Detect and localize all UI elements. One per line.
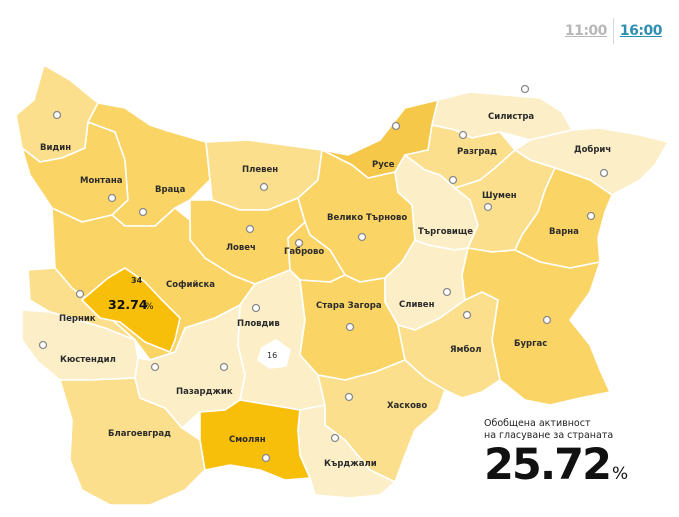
region-vratsa[interactable] (87, 102, 211, 227)
label-sliven: Сливен (399, 300, 435, 310)
label-silistra: Силистра (488, 112, 534, 122)
city-dot-veliko-tarnovo (357, 232, 367, 242)
city-dot-sliven (442, 287, 452, 297)
label-burgas: Бургас (514, 339, 547, 349)
plovdiv-city-label: 16 (267, 351, 277, 360)
label-smolyan: Смолян (229, 435, 266, 445)
city-dot-montana (107, 193, 117, 203)
label-plovdiv: Пловдив (237, 319, 280, 329)
label-montana: Монтана (80, 176, 123, 186)
city-dot-vratsa (138, 207, 148, 217)
city-dots (38, 84, 609, 463)
sofia-city-turnout: 32.74 (108, 297, 148, 312)
label-yambol: Ямбол (450, 344, 482, 355)
label-razgrad: Разград (457, 147, 497, 157)
label-kardzhali: Кърджали (324, 459, 377, 469)
city-dot-smolyan (261, 453, 271, 463)
label-kyustendil: Кюстендил (60, 355, 116, 365)
label-gabrovo: Габрово (284, 246, 324, 257)
label-pernik: Перник (59, 314, 96, 324)
label-sofia-oblast: Софийска (166, 280, 215, 290)
label-shumen: Шумен (482, 191, 517, 201)
region-sofia-city[interactable] (81, 267, 181, 353)
national-turnout: Обобщена активност на гласуване за стран… (484, 418, 628, 497)
city-dot-ruse (391, 121, 401, 131)
national-caption-line-1: Обобщена активност (484, 418, 591, 429)
time-option-1100[interactable]: 11:00 (564, 23, 608, 39)
label-veliko-tarnovo: Велико Търново (327, 213, 407, 223)
city-dot-varna (586, 211, 596, 221)
label-dobrich: Добрич (574, 144, 611, 155)
city-dot-plovdiv (251, 303, 261, 313)
city-dot-silistra (520, 84, 530, 94)
city-dot-gabrovo (294, 238, 304, 248)
label-pazardzhik: Пазарджик (176, 387, 233, 397)
city-dot-haskovo (344, 392, 354, 402)
national-turnout-value: 25.72% (484, 442, 628, 497)
label-vidin: Видин (40, 143, 71, 153)
time-divider (612, 18, 614, 44)
city-dot-pernik (75, 289, 85, 299)
label-pleven: Плевен (242, 165, 278, 175)
time-option-1600[interactable]: 16:00 (619, 23, 663, 39)
city-dot-razgrad (458, 130, 468, 140)
city-dot-lovech (245, 224, 255, 234)
sofia-city-percent: % (145, 302, 154, 312)
city-dot-stara-zagora (345, 322, 355, 332)
city-dot-dobrich (599, 168, 609, 178)
region-plovdiv-city[interactable] (257, 339, 291, 369)
region-labels: Видин Монтана Враца Плевен Русе Силистра… (40, 112, 611, 469)
label-varna: Варна (549, 227, 579, 237)
label-haskovo: Хасково (387, 401, 427, 411)
label-blagoevgrad: Благоевград (108, 429, 171, 439)
region-kardzhali[interactable] (297, 404, 396, 499)
city-dot-pazardzhik (219, 362, 229, 372)
label-ruse: Русе (372, 160, 395, 170)
city-dot-vidin (52, 110, 62, 120)
national-value-number: 25.72 (484, 440, 612, 490)
city-dot-kyustendil (38, 340, 48, 350)
time-switch: 11:00 16:00 (560, 18, 667, 44)
city-dot-targovishte (448, 175, 458, 185)
city-dot-pleven (259, 182, 269, 192)
city-dot-blagoevgrad (150, 362, 160, 372)
label-stara-zagora: Стара Загора (316, 301, 382, 311)
national-value-unit: % (612, 464, 629, 484)
city-dot-yambol (462, 310, 472, 320)
city-dot-kardzhali (330, 433, 340, 443)
region-burgas[interactable] (461, 247, 611, 406)
national-caption-line-2: на гласуване за страната (484, 430, 614, 441)
label-vratsa: Враца (155, 185, 186, 195)
city-dot-shumen (483, 202, 493, 212)
label-targovishte: Търговище (418, 227, 473, 237)
sofia-city-partial-label: 34 (131, 276, 143, 285)
label-lovech: Ловеч (226, 243, 256, 253)
city-dot-burgas (542, 315, 552, 325)
